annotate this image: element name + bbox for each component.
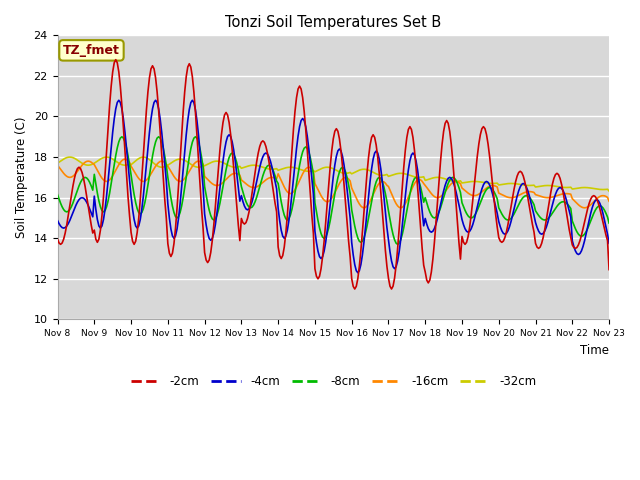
Title: Tonzi Soil Temperatures Set B: Tonzi Soil Temperatures Set B <box>225 15 442 30</box>
Legend: -2cm, -4cm, -8cm, -16cm, -32cm: -2cm, -4cm, -8cm, -16cm, -32cm <box>126 371 541 393</box>
X-axis label: Time: Time <box>580 344 609 357</box>
Text: TZ_fmet: TZ_fmet <box>63 44 120 57</box>
Y-axis label: Soil Temperature (C): Soil Temperature (C) <box>15 117 28 238</box>
